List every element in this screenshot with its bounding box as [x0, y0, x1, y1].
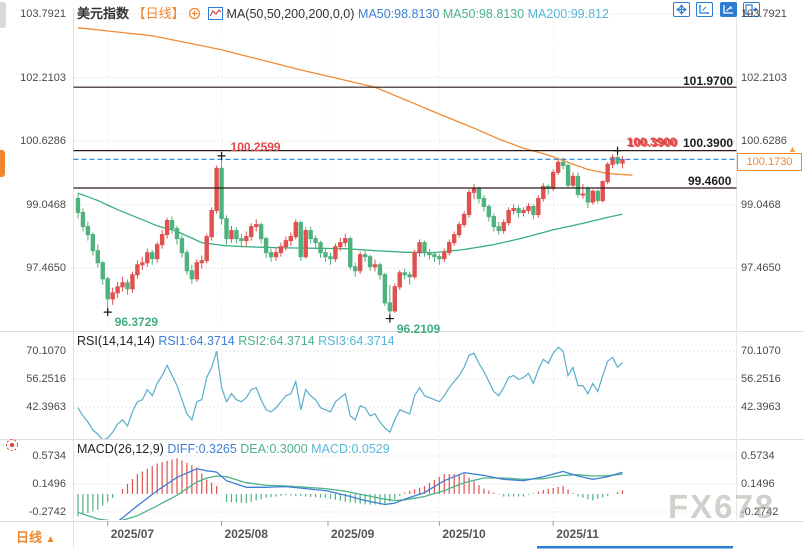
candlestick-layer	[75, 150, 625, 319]
upper-line-label: 101.9700	[683, 74, 734, 88]
rsi-line	[77, 346, 623, 439]
y-axis-label: 42.3963	[26, 400, 66, 413]
resistance-label: 100.3900	[683, 136, 734, 150]
diff-line	[118, 468, 623, 520]
price-up-arrow-icon: ▲	[788, 144, 797, 154]
indicator-chart-icon[interactable]	[207, 7, 223, 23]
macd-values: DIFF:0.3265 DEA:0.3000 MACD:0.0529	[167, 442, 389, 456]
x-axis-month-label: 2025/10	[442, 527, 486, 541]
extreme-marker-cross	[103, 308, 112, 317]
visible-range-scrollbar[interactable]	[537, 546, 733, 549]
extreme-marker-cross	[385, 314, 394, 323]
macd-title: MACD(26,12,9)	[77, 442, 164, 456]
y-axis-label: 0.5734	[32, 450, 66, 462]
y-axis-label: 70.1070	[26, 345, 66, 357]
legend-item: RSI3:64.3714	[318, 334, 395, 348]
period-label: 日线	[16, 530, 43, 545]
y-axis-label: 0.1496	[32, 478, 66, 490]
axis-zoom-icon[interactable]	[696, 2, 714, 17]
macd-legend: MACD(26,12,9) DIFF:0.3265 DEA:0.3000 MAC…	[77, 442, 390, 456]
macd-panel	[77, 458, 624, 520]
y-axis-label: -0.2742	[741, 506, 779, 518]
rsi-title: RSI(14,14,14)	[77, 334, 155, 348]
fx678-watermark: FX678	[668, 488, 776, 525]
y-axis-label: 103.7921	[20, 8, 66, 20]
y-axis-label: 99.0468	[26, 198, 66, 211]
current-price-tag: 100.1730	[737, 153, 802, 171]
left-panel-handle[interactable]	[0, 2, 6, 28]
add-indicator-icon[interactable]	[188, 7, 201, 23]
legend-item: MA50:98.8130	[358, 7, 443, 21]
y-axis-label: 102.2103	[741, 71, 787, 84]
legend-item: MA50:98.8130	[442, 7, 528, 21]
y-axis-label: 99.0468	[741, 198, 781, 211]
x-axis-month-label: 2025/07	[110, 527, 155, 541]
axis-scale-icon[interactable]	[719, 2, 737, 17]
rsi-legend: RSI(14,14,14) RSI1:64.3714 RSI2:64.3714 …	[77, 334, 395, 348]
x-axis-month-label: 2025/08	[224, 527, 268, 541]
y-axis-label: -0.2742	[28, 506, 66, 518]
x-axis-month-label: 2025/11	[556, 527, 599, 541]
y-axis-label: 100.6286	[20, 135, 66, 148]
crosshair-tool-icon[interactable]	[4, 437, 20, 458]
y-axis-label: 103.7921	[741, 8, 787, 20]
ma-values: MA50:98.8130 MA50:98.8130 MA200:99.812	[358, 7, 609, 21]
legend-item: RSI1:64.3714	[158, 334, 239, 348]
y-axis-label: 97.4650	[741, 262, 781, 275]
y-axis-label: 0.5734	[741, 450, 775, 462]
extreme-price-label: 100.3900	[626, 134, 677, 149]
y-axis-label: 56.2516	[26, 372, 66, 385]
extreme-price-label: 96.2109	[396, 321, 441, 336]
move-icon[interactable]	[673, 2, 690, 17]
drawing-tool-handle[interactable]	[0, 150, 5, 177]
extreme-price-label: 96.3729	[114, 315, 159, 330]
ma200-line	[77, 27, 633, 176]
y-axis-label: 97.4650	[26, 262, 66, 275]
price-panel	[75, 27, 633, 319]
legend-item: MACD:0.0529	[311, 442, 390, 456]
legend-item: RSI2:64.3714	[238, 334, 319, 348]
chart-toolbar	[671, 2, 761, 21]
period-arrow: ▲	[45, 534, 56, 545]
y-axis-label: 102.2103	[20, 71, 66, 84]
y-axis-label: 100.6286	[741, 135, 787, 148]
y-axis-label: 0.1496	[741, 478, 775, 490]
y-axis-label: 42.3963	[741, 400, 781, 413]
extreme-marker-cross	[613, 146, 622, 155]
collapse-right-icon[interactable]	[743, 2, 761, 17]
extreme-marker-cross	[217, 151, 226, 160]
ma-settings: MA(50,50,200,200,0,0)	[226, 7, 355, 21]
period-tag: 【日线】	[132, 6, 185, 21]
legend-item: DIFF:0.3265	[167, 442, 241, 456]
y-axis-label: 56.2516	[741, 372, 781, 385]
legend-item: MA200:99.812	[527, 7, 609, 21]
support-line-label: 99.4600	[688, 174, 732, 188]
rsi-values: RSI1:64.3714 RSI2:64.3714 RSI3:64.3714	[158, 334, 394, 348]
resistance-label-red: 100.3900	[628, 136, 679, 150]
main-legend: 美元指数 【日线】 MA(50,50,200,200,0,0) MA50:98.…	[77, 3, 609, 23]
legend-item: DEA:0.3000	[240, 442, 312, 456]
rsi-panel	[77, 346, 623, 439]
period-selector[interactable]: 日线 ▲	[16, 527, 56, 546]
x-axis-month-label: 2025/09	[330, 527, 375, 541]
y-axis-label: 70.1070	[741, 345, 781, 357]
symbol-name: 美元指数	[77, 6, 130, 21]
extreme-price-label: 100.2599	[230, 139, 281, 154]
